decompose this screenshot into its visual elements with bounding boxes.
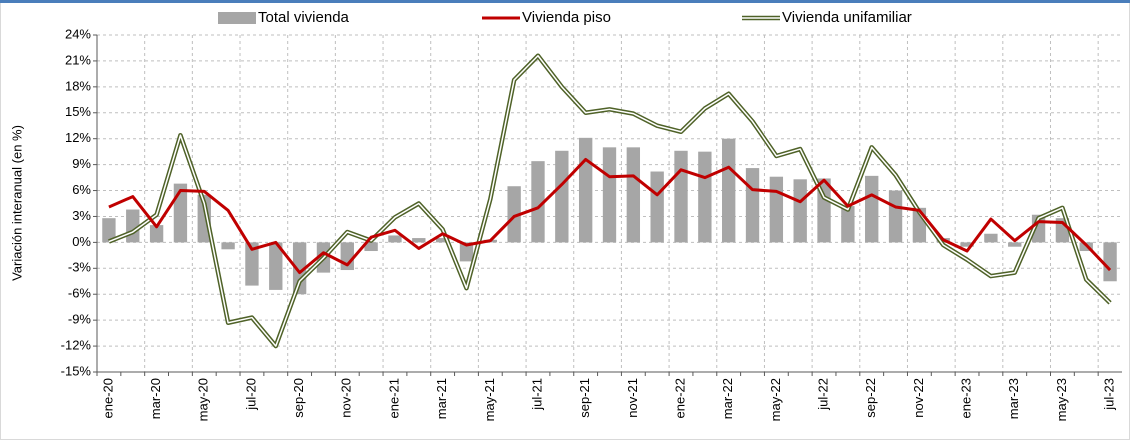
x-tick-label: jul-21 <box>529 378 544 411</box>
x-tick-label: sep-20 <box>291 378 306 418</box>
y-tick-label: 9% <box>72 156 91 171</box>
y-tick-label: 24% <box>65 26 91 41</box>
bar <box>626 147 641 243</box>
legend-label: Vivienda piso <box>522 9 611 26</box>
line-inner <box>108 54 1111 347</box>
y-axis-title: Variación interanual (en %) <box>9 125 24 281</box>
bar <box>269 242 283 290</box>
bar <box>602 147 617 243</box>
x-tick-label: jul-23 <box>1102 378 1117 411</box>
bar <box>722 138 736 243</box>
legend-swatch <box>218 12 256 24</box>
x-tick-label: may-21 <box>482 378 497 421</box>
bar <box>984 233 998 243</box>
bar <box>578 137 593 243</box>
y-tick-label: -9% <box>68 312 92 327</box>
legend-label: Total vivienda <box>258 9 350 26</box>
x-tick-label: ene-21 <box>386 378 401 418</box>
bar <box>745 168 760 243</box>
y-tick-label: 12% <box>65 130 91 145</box>
x-tick-label: sep-21 <box>577 378 592 418</box>
bar <box>888 190 903 243</box>
bar <box>793 179 807 243</box>
x-tick-label: may-20 <box>196 378 211 421</box>
bar <box>841 206 855 243</box>
bar <box>960 242 974 247</box>
line <box>108 157 1112 275</box>
bar <box>459 242 474 262</box>
x-tick-label: mar-23 <box>1006 378 1021 419</box>
x-tick-label: nov-20 <box>339 378 354 418</box>
y-tick-label: 6% <box>72 182 91 197</box>
bar <box>555 150 569 243</box>
y-tick-label: 18% <box>65 78 91 93</box>
bar <box>698 151 712 243</box>
bar <box>102 218 116 243</box>
x-tick-label: nov-22 <box>911 378 926 418</box>
x-tick-label: ene-20 <box>100 378 115 418</box>
x-tick-label: ene-22 <box>672 378 687 418</box>
x-tick-label: mar-22 <box>720 378 735 419</box>
bar <box>435 238 450 243</box>
bar <box>245 242 259 286</box>
y-tick-label: -6% <box>68 286 92 301</box>
x-tick-label: mar-21 <box>434 378 449 419</box>
bar <box>769 176 784 243</box>
x-tick-label: ene-23 <box>958 378 973 418</box>
bar <box>674 150 688 243</box>
bar <box>388 235 402 243</box>
legend-label: Vivienda unifamiliar <box>782 9 912 26</box>
bar <box>1103 242 1117 282</box>
x-tick-label: jul-22 <box>815 378 830 411</box>
x-tick-label: nov-21 <box>625 378 640 418</box>
x-tick-label: jul-20 <box>243 378 258 411</box>
y-tick-label: 21% <box>65 52 91 67</box>
bar <box>292 242 307 295</box>
bar <box>865 175 879 243</box>
y-tick-label: 0% <box>72 234 91 249</box>
bar <box>412 238 426 243</box>
bar <box>149 225 164 243</box>
y-tick-label: 15% <box>65 104 91 119</box>
y-tick-label: -12% <box>61 338 92 353</box>
x-tick-label: mar-20 <box>148 378 163 419</box>
bar <box>650 171 664 243</box>
bar <box>1008 242 1022 247</box>
bar <box>531 161 545 243</box>
legend: Total vivienda Vivienda piso Vivienda unif… <box>218 9 912 26</box>
x-tick-label: may-23 <box>1054 378 1069 421</box>
y-tick-label: 3% <box>72 208 91 223</box>
x-tick-label: sep-22 <box>863 378 878 418</box>
bar <box>507 186 521 243</box>
bar <box>221 242 235 250</box>
x-tick-label: may-22 <box>768 378 783 421</box>
y-tick-label: -15% <box>61 363 92 378</box>
y-tick-label: -3% <box>68 260 92 275</box>
bar <box>364 242 378 252</box>
